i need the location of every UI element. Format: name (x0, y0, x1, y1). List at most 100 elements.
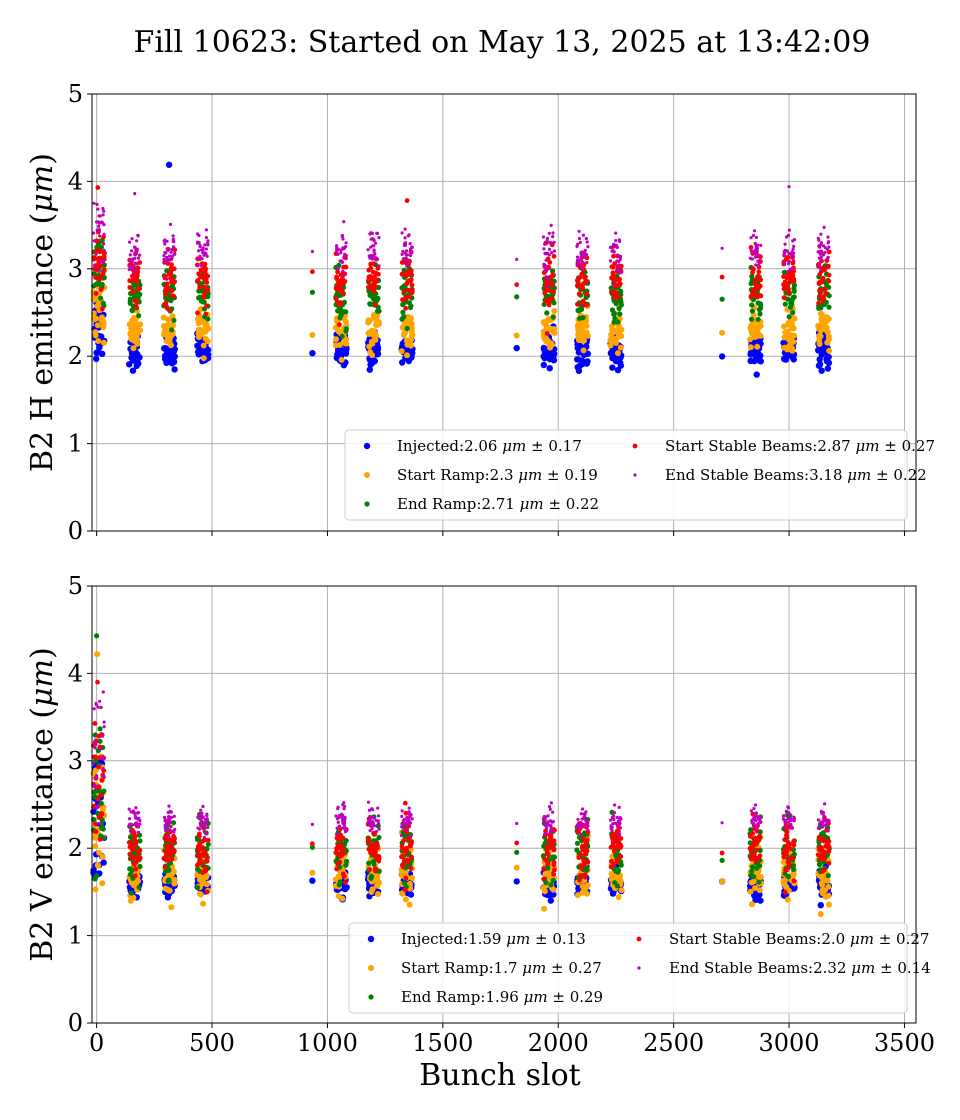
data-point (546, 284, 550, 288)
data-point-outlier (94, 633, 100, 639)
data-point (98, 234, 102, 238)
data-point (404, 253, 408, 257)
data-point (95, 301, 102, 307)
data-point (548, 807, 552, 812)
data-point (756, 269, 762, 275)
data-point (197, 284, 203, 290)
legend-label: Start Ramp:1.7 μm ± 0.27 (401, 959, 602, 977)
data-point (610, 825, 614, 829)
data-point (137, 848, 143, 853)
data-point (129, 367, 137, 374)
data-point (96, 733, 102, 739)
data-point (787, 820, 791, 824)
data-point (780, 859, 787, 866)
data-point (338, 300, 344, 306)
data-point (374, 308, 381, 314)
data-point (165, 255, 169, 259)
data-point (340, 815, 344, 820)
data-point (344, 241, 348, 245)
data-point (127, 871, 133, 878)
data-point (91, 754, 97, 760)
data-point (167, 834, 171, 838)
data-point (99, 853, 106, 860)
data-point (101, 213, 105, 217)
data-point (409, 875, 416, 881)
data-point (310, 841, 315, 847)
data-point (93, 738, 97, 742)
data-point (309, 844, 315, 850)
data-point (582, 253, 586, 257)
data-point (550, 282, 555, 288)
data-point (129, 810, 133, 814)
data-point (788, 270, 794, 276)
data-point (403, 849, 409, 854)
data-point (403, 305, 409, 311)
data-point (406, 287, 412, 293)
data-point (405, 828, 409, 832)
data-point (339, 895, 346, 902)
data-point (827, 245, 831, 249)
y-axis-label: B2 H emittance (μm) (25, 153, 60, 472)
data-point (822, 893, 829, 900)
data-point (203, 872, 210, 879)
data-point (171, 880, 178, 887)
data-point (757, 332, 764, 339)
data-point (819, 255, 823, 259)
data-point (786, 233, 791, 237)
data-point (166, 867, 172, 873)
data-point (612, 817, 616, 822)
data-point (136, 233, 140, 237)
data-point (310, 822, 314, 827)
data-point (129, 830, 134, 835)
data-point (369, 873, 375, 880)
data-point (134, 816, 138, 820)
data-point (404, 281, 410, 286)
series-4 (91, 690, 831, 840)
y-tick-label: 2 (68, 342, 83, 370)
data-point (786, 269, 790, 273)
data-point (167, 254, 172, 258)
data-point (371, 330, 378, 337)
data-point (619, 817, 623, 821)
data-point (790, 855, 796, 861)
data-points (90, 161, 833, 378)
data-point (782, 254, 786, 258)
data-point (162, 885, 169, 892)
data-point (371, 808, 375, 812)
data-point (169, 810, 173, 814)
data-point (618, 299, 624, 305)
data-point (97, 221, 101, 225)
data-point (134, 275, 140, 281)
data-point (403, 241, 408, 245)
series-3 (91, 721, 832, 895)
data-point (823, 291, 828, 297)
data-point (91, 256, 97, 262)
data-point (400, 822, 404, 826)
data-point (575, 307, 581, 313)
data-point (171, 245, 176, 249)
data-point (132, 873, 138, 879)
data-point (408, 843, 413, 849)
data-point (377, 264, 381, 268)
data-point (544, 831, 548, 836)
data-point (369, 824, 373, 828)
data-point (784, 853, 790, 859)
data-point (376, 806, 380, 810)
data-point (374, 829, 378, 834)
data-point (609, 858, 614, 864)
data-point (550, 877, 556, 883)
data-point (309, 877, 316, 884)
data-point (127, 866, 133, 872)
data-point (816, 356, 823, 363)
data-point (789, 345, 795, 352)
data-point (131, 271, 136, 275)
data-point (370, 231, 374, 235)
data-point (403, 875, 409, 881)
data-point (609, 834, 615, 839)
data-point (93, 355, 100, 363)
data-point (575, 367, 583, 374)
data-point (823, 318, 829, 325)
data-point (336, 820, 340, 824)
data-point (92, 821, 98, 827)
data-point (343, 815, 347, 819)
